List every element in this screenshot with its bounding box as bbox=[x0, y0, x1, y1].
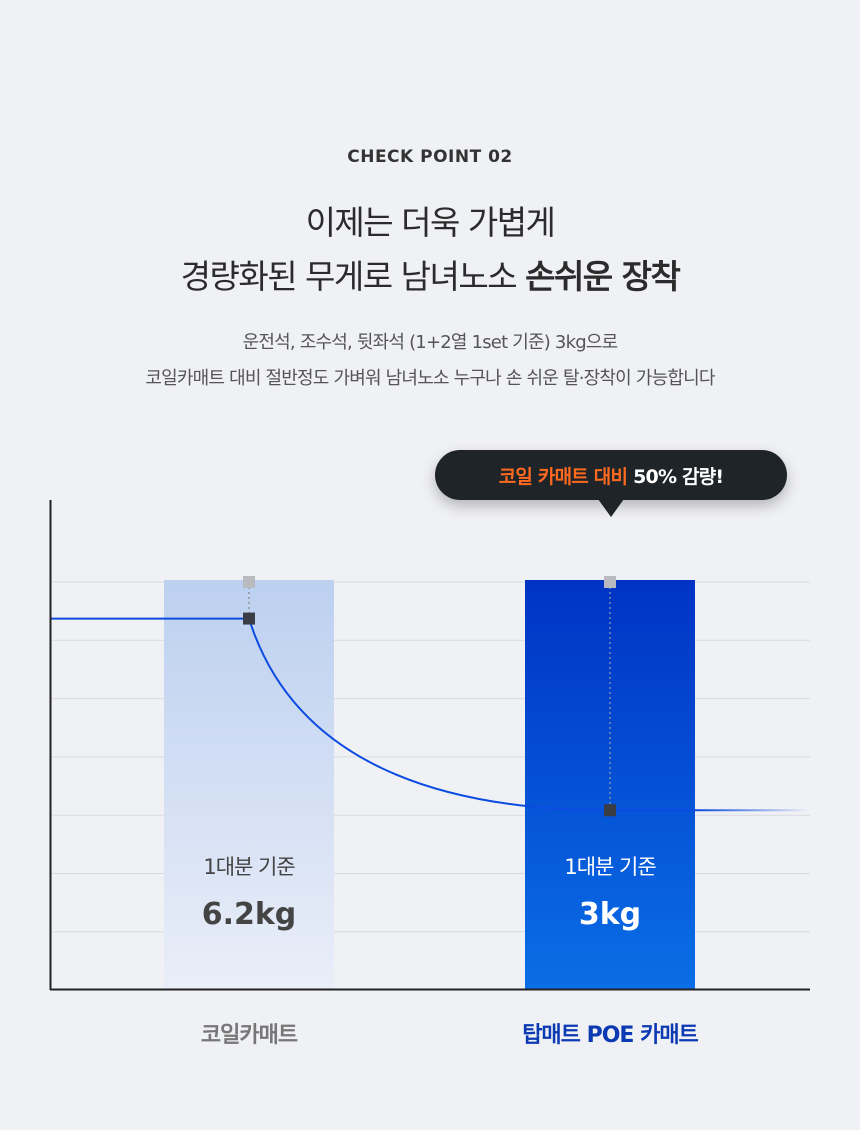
headline-line1: 이제는 더욱 가볍게 bbox=[305, 203, 556, 242]
bar-sublabel: 1대분 기준 bbox=[564, 855, 656, 879]
reduction-callout: 코일 카매트 대비 50% 감량! bbox=[435, 450, 787, 500]
callout-text: 50% 감량! bbox=[633, 465, 724, 488]
callout-pointer bbox=[598, 499, 624, 517]
bar-value-label: 6.2kg bbox=[202, 897, 297, 932]
description-line1: 운전석, 조수석, 뒷좌석 (1+2열 1set 기준) 3kg으로 bbox=[242, 332, 619, 353]
headline-line2-regular: 경량화된 무게로 남녀노소 bbox=[180, 257, 518, 296]
category-label-coil: 코일카매트 bbox=[200, 1023, 298, 1048]
headline: 이제는 더욱 가볍게 경량화된 무게로 남녀노소 손쉬운 장착 bbox=[0, 196, 860, 304]
markers bbox=[50, 576, 810, 817]
headline-line2-bold: 손쉬운 장착 bbox=[525, 257, 681, 296]
value-point bbox=[604, 804, 616, 817]
bar-value-label: 3kg bbox=[579, 897, 641, 932]
description-line2: 코일카매트 대비 절반정도 가벼워 남녀노소 누구나 손 쉬운 탈·장착이 가능… bbox=[145, 368, 715, 389]
top-marker bbox=[243, 576, 255, 588]
value-point bbox=[243, 612, 255, 625]
bar-sublabel: 1대분 기준 bbox=[203, 855, 295, 879]
callout-highlight: 코일 카매트 대비 bbox=[498, 465, 628, 488]
bar-coil-mat bbox=[164, 580, 334, 990]
bars bbox=[164, 580, 695, 990]
bar-texts: 1대분 기준 6.2kg 1대분 기준 3kg bbox=[202, 855, 658, 932]
category-label-poe: 탑매트 POE 카매트 bbox=[522, 1023, 699, 1048]
trend-line bbox=[50, 617, 810, 812]
section-eyebrow: CHECK POINT 02 bbox=[347, 147, 513, 167]
headline-line2: 경량화된 무게로 남녀노소 손쉬운 장착 bbox=[0, 250, 860, 304]
description: 운전석, 조수석, 뒷좌석 (1+2열 1set 기준) 3kg으로 코일카매트… bbox=[0, 325, 860, 397]
top-marker bbox=[604, 576, 616, 588]
